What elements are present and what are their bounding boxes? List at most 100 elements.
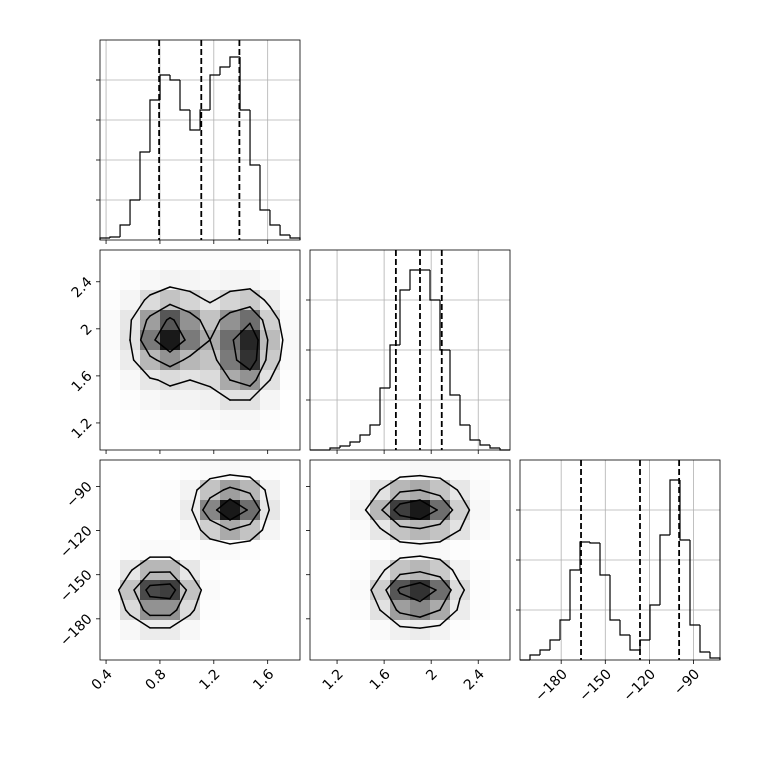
density-cell bbox=[260, 460, 280, 480]
density-cell bbox=[120, 290, 140, 310]
histogram-bin bbox=[240, 57, 250, 110]
density-cell bbox=[120, 350, 140, 370]
histogram-bin bbox=[160, 75, 170, 100]
density-cell bbox=[160, 460, 180, 480]
density-cell bbox=[120, 250, 140, 270]
density-cell bbox=[200, 620, 220, 640]
density-cell bbox=[490, 480, 510, 500]
density-cell bbox=[160, 500, 180, 520]
density-cell bbox=[240, 410, 260, 430]
density-cell bbox=[140, 430, 160, 450]
density-cell bbox=[220, 410, 240, 430]
histogram-bin bbox=[590, 542, 600, 543]
y-tick-label: −90 bbox=[63, 479, 95, 511]
histogram-bin bbox=[400, 290, 410, 345]
density-cell bbox=[220, 270, 240, 290]
density-cell bbox=[200, 290, 220, 310]
density-cell bbox=[120, 620, 140, 640]
density-cell bbox=[160, 410, 180, 430]
density-cell bbox=[280, 250, 300, 270]
density-cell bbox=[240, 640, 260, 660]
density-cell bbox=[140, 410, 160, 430]
density-cell bbox=[140, 290, 160, 310]
density-cell bbox=[140, 460, 160, 480]
density-cell bbox=[240, 540, 260, 560]
x-tick-label: 1.6 bbox=[367, 666, 394, 693]
density-cell bbox=[490, 580, 510, 600]
density-cell bbox=[120, 270, 140, 290]
density-cell bbox=[430, 640, 450, 660]
density-cell bbox=[280, 370, 300, 390]
density-cell bbox=[160, 370, 180, 390]
density-cell bbox=[100, 580, 120, 600]
histogram-bin bbox=[270, 210, 280, 225]
density-cell bbox=[350, 640, 370, 660]
density-cell bbox=[240, 560, 260, 580]
density-cell bbox=[140, 480, 160, 500]
density-cell bbox=[220, 620, 240, 640]
density-cell bbox=[100, 520, 120, 540]
y-tick-label: −150 bbox=[57, 567, 96, 606]
density-cell bbox=[260, 580, 280, 600]
density-cell bbox=[220, 330, 240, 350]
density-cell bbox=[160, 430, 180, 450]
density-cell bbox=[280, 640, 300, 660]
density-cell bbox=[490, 460, 510, 480]
x-tick-label: −180 bbox=[532, 666, 571, 705]
density-cell bbox=[100, 460, 120, 480]
density-cell bbox=[120, 500, 140, 520]
density-cell bbox=[280, 460, 300, 480]
density-cell bbox=[470, 460, 490, 480]
histogram-bin bbox=[690, 540, 700, 625]
density-cell bbox=[140, 390, 160, 410]
density-cell bbox=[200, 270, 220, 290]
histogram-bin bbox=[710, 652, 720, 660]
density-cell bbox=[100, 600, 120, 620]
histogram-bin bbox=[460, 395, 470, 425]
density-cell bbox=[370, 580, 390, 600]
density-cell bbox=[280, 310, 300, 330]
density-cell bbox=[120, 480, 140, 500]
density-cell bbox=[180, 390, 200, 410]
x-tick-label: −90 bbox=[671, 666, 703, 698]
density-cell bbox=[100, 390, 120, 410]
density-cell bbox=[240, 310, 260, 330]
density-cell bbox=[100, 430, 120, 450]
x-tick-label: 1.2 bbox=[196, 666, 223, 693]
histogram-bin bbox=[260, 165, 270, 210]
x-tick-label: 1.6 bbox=[250, 666, 277, 693]
density-cell bbox=[180, 560, 200, 580]
density-cell bbox=[120, 370, 140, 390]
density-cell bbox=[200, 640, 220, 660]
density-cell bbox=[200, 250, 220, 270]
density-cell bbox=[240, 270, 260, 290]
density-cell bbox=[100, 330, 120, 350]
histogram-bin bbox=[130, 200, 140, 225]
density-cell bbox=[350, 480, 370, 500]
density-cell bbox=[220, 600, 240, 620]
density-cell bbox=[180, 640, 200, 660]
density-cell bbox=[370, 540, 390, 560]
density-cell bbox=[100, 640, 120, 660]
density-cell bbox=[350, 540, 370, 560]
density-cell bbox=[410, 560, 430, 580]
density-cell bbox=[140, 250, 160, 270]
histogram-bin bbox=[250, 110, 260, 165]
density-cell bbox=[240, 600, 260, 620]
density-cell bbox=[450, 600, 470, 620]
density-cell bbox=[490, 600, 510, 620]
histogram-bin bbox=[620, 620, 630, 635]
density-cell bbox=[310, 460, 330, 480]
density-cell bbox=[240, 500, 260, 520]
histogram-bin bbox=[120, 225, 130, 237]
density-cell bbox=[280, 520, 300, 540]
density-cell bbox=[200, 410, 220, 430]
density-cell bbox=[220, 640, 240, 660]
density-cell bbox=[470, 540, 490, 560]
histogram-bin bbox=[290, 235, 300, 240]
density-cell bbox=[120, 390, 140, 410]
histogram-bin bbox=[140, 152, 150, 200]
density-cell bbox=[200, 540, 220, 560]
density-cell bbox=[370, 520, 390, 540]
density-cell bbox=[100, 620, 120, 640]
